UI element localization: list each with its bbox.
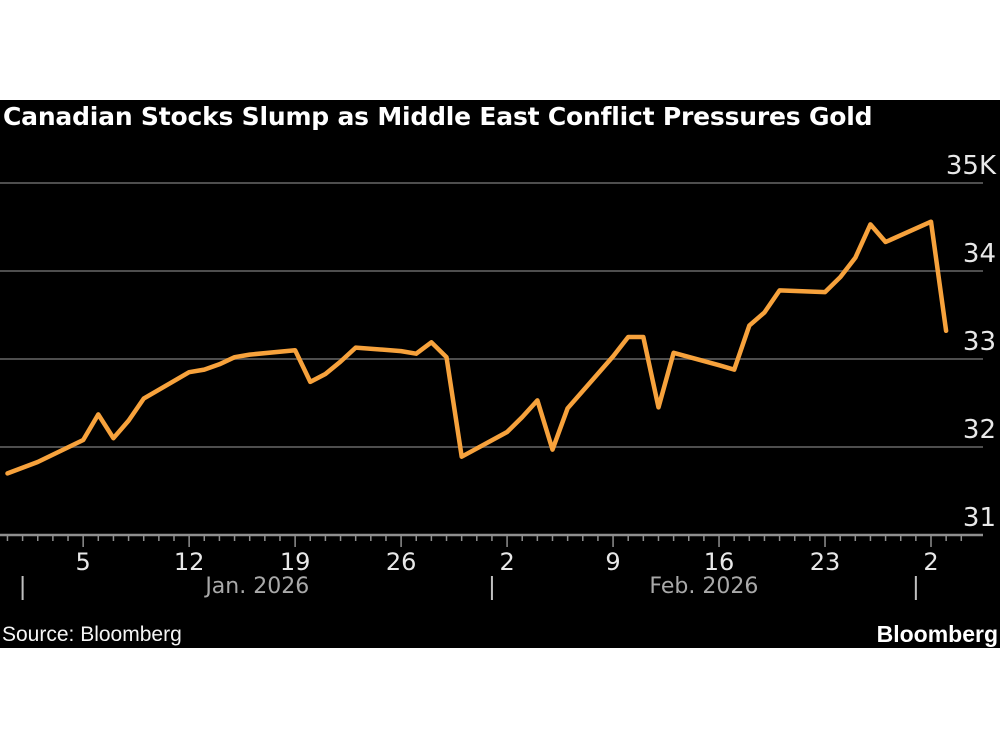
x-tick-label: 2 — [499, 548, 514, 576]
x-tick-label: 23 — [810, 548, 841, 576]
month-label: Feb. 2026 — [649, 574, 758, 599]
price-line — [5, 219, 949, 476]
y-tick-label: 35K — [946, 151, 997, 181]
bloomberg-logo: Bloomberg — [876, 621, 998, 647]
source-credit: Source: Bloomberg — [2, 623, 182, 646]
y-tick-label: 33 — [963, 327, 996, 357]
x-tick-labels: 5 12 19 26 2 9 16 23 2 — [76, 548, 939, 576]
y-tick-label: 34 — [963, 239, 996, 269]
month-label: Jan. 2026 — [203, 574, 309, 599]
x-tick-label: 5 — [76, 548, 91, 576]
x-tick-label: 12 — [174, 548, 205, 576]
chart-card: Canadian Stocks Slump as Middle East Con… — [0, 100, 1000, 648]
x-tick-label: 16 — [704, 548, 735, 576]
gridlines — [0, 182, 983, 448]
x-tick-label: 9 — [605, 548, 620, 576]
y-axis-labels: 35K 34 33 32 31 — [946, 151, 997, 533]
chart-title: Canadian Stocks Slump as Middle East Con… — [3, 102, 873, 131]
chart-canvas: 35K 34 33 32 31 5 12 19 26 2 9 16 23 2 Jan. 2026 Feb. 2… — [0, 151, 997, 600]
x-axis — [0, 533, 983, 547]
y-tick-label: 32 — [963, 415, 996, 445]
x-tick-label: 19 — [280, 548, 311, 576]
y-tick-label: 31 — [963, 503, 996, 533]
month-row: Jan. 2026 Feb. 2026 — [21, 574, 917, 600]
x-tick-label: 2 — [923, 548, 938, 576]
x-tick-label: 26 — [386, 548, 417, 576]
